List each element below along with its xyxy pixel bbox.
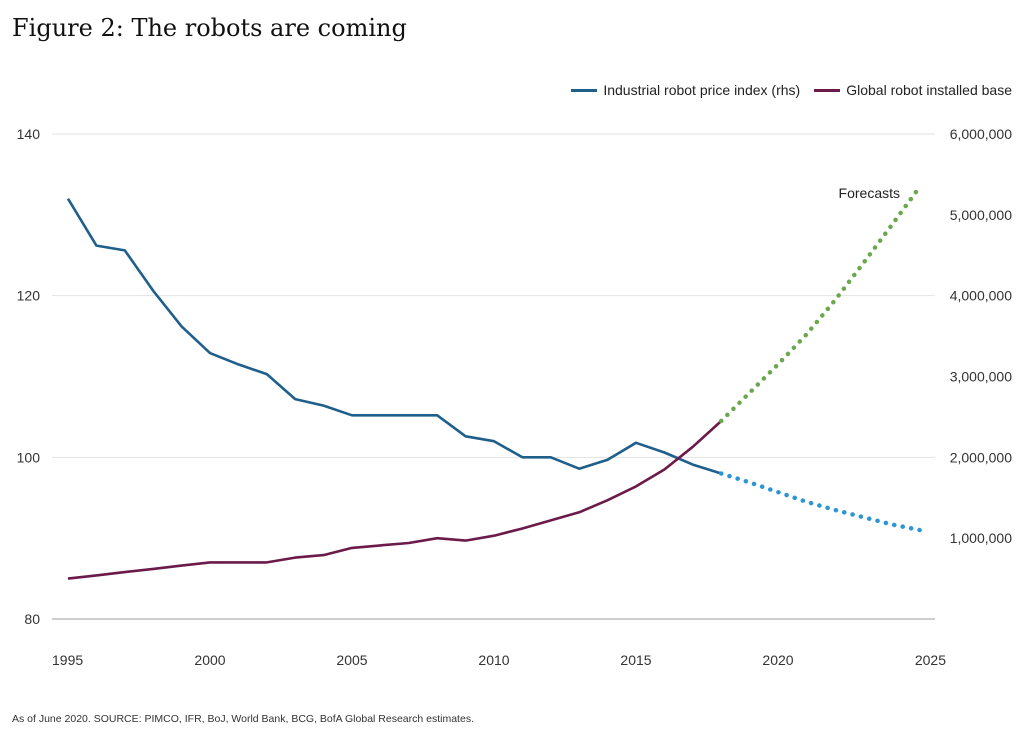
x-tick-label: 2025: [915, 652, 946, 668]
legend-item-installed: Global robot installed base: [814, 82, 1012, 98]
price-index-line: [66, 198, 722, 475]
y-right-tick-label: 2,000,000: [950, 449, 1012, 465]
y-left-tick-label: 100: [17, 449, 41, 465]
chart-title: Figure 2: The robots are coming: [12, 14, 407, 42]
legend-swatch-price: [571, 88, 598, 92]
y-right-tick-label: 3,000,000: [950, 369, 1012, 385]
chart-legend: Industrial robot price index (rhs) Globa…: [557, 82, 1012, 98]
x-tick-label: 2015: [620, 652, 651, 668]
x-tick-label: 2020: [762, 652, 793, 668]
y-right-tick-label: 1,000,000: [950, 530, 1012, 546]
y-left-tick-label: 140: [17, 126, 41, 142]
source-note: As of June 2020. SOURCE: PIMCO, IFR, BoJ…: [12, 713, 474, 725]
y-right-tick-label: 6,000,000: [950, 126, 1012, 142]
price-index-forecast-line: [718, 471, 923, 533]
x-tick-label: 1995: [52, 652, 83, 668]
x-tick-label: 2005: [336, 652, 367, 668]
legend-label-price: Industrial robot price index (rhs): [603, 82, 801, 98]
legend-label-installed: Global robot installed base: [846, 82, 1012, 98]
forecasts-annotation: Forecasts: [839, 185, 900, 201]
legend-swatch-installed: [814, 88, 841, 92]
x-tick-label: 2000: [194, 652, 225, 668]
installed-base-forecast-line: [718, 184, 923, 424]
x-tick-label: 2010: [478, 652, 509, 668]
y-left-tick-label: 80: [24, 611, 40, 627]
legend-item-price: Industrial robot price index (rhs): [571, 82, 800, 98]
y-right-tick-label: 5,000,000: [950, 207, 1012, 223]
y-left-tick-label: 120: [17, 288, 41, 304]
installed-base-line: [67, 420, 723, 580]
y-right-tick-label: 4,000,000: [950, 288, 1012, 304]
